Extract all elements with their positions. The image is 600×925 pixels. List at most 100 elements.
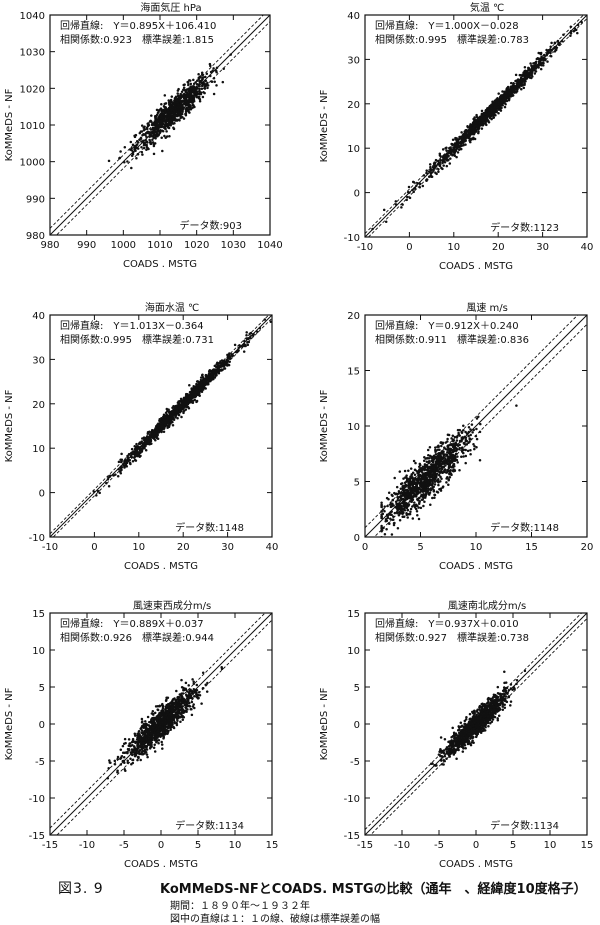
data-point xyxy=(383,510,386,513)
data-point xyxy=(196,684,199,687)
data-point xyxy=(210,370,213,373)
data-point xyxy=(120,461,123,464)
y-tick-label: 10 xyxy=(347,144,360,155)
data-point xyxy=(191,101,194,104)
data-point xyxy=(180,416,183,419)
data-point xyxy=(205,374,208,377)
data-point xyxy=(434,446,437,449)
x-tick-label: 0 xyxy=(158,840,164,851)
data-point xyxy=(157,134,160,137)
data-point xyxy=(168,114,171,117)
data-point xyxy=(164,94,167,97)
x-tick-label: 1010 xyxy=(147,240,172,251)
data-point xyxy=(406,480,409,483)
data-point xyxy=(502,98,505,101)
data-point xyxy=(520,88,523,91)
data-point xyxy=(413,187,416,190)
data-point xyxy=(256,331,259,334)
data-point xyxy=(418,474,421,477)
data-point xyxy=(387,498,390,501)
data-point xyxy=(473,448,476,451)
data-point xyxy=(196,91,199,94)
data-point xyxy=(172,117,175,120)
data-point xyxy=(444,460,447,463)
data-point xyxy=(187,96,190,99)
data-point xyxy=(452,466,455,469)
data-point xyxy=(202,91,205,94)
data-point xyxy=(424,480,427,483)
data-point xyxy=(188,384,191,387)
data-point xyxy=(167,120,170,123)
data-point xyxy=(160,103,163,106)
data-point xyxy=(381,529,384,532)
data-point xyxy=(397,497,400,500)
data-point xyxy=(119,470,122,473)
data-point xyxy=(187,109,190,112)
data-point xyxy=(496,97,499,100)
data-point xyxy=(434,483,437,486)
x-tick-label: 20 xyxy=(177,542,190,553)
data-point xyxy=(249,332,252,335)
data-point xyxy=(455,137,458,140)
chart-title: 気温 ℃ xyxy=(470,1,504,14)
data-point xyxy=(182,88,185,91)
y-tick-label: 10 xyxy=(32,444,45,455)
data-point xyxy=(143,147,146,150)
data-point xyxy=(168,111,171,114)
data-point xyxy=(471,423,474,426)
data-point xyxy=(471,431,474,434)
data-point xyxy=(249,335,252,338)
data-point xyxy=(206,72,209,75)
data-point xyxy=(418,518,421,521)
scatter-points xyxy=(108,53,232,169)
data-point xyxy=(173,418,176,421)
data-point xyxy=(224,362,227,365)
data-point xyxy=(431,460,434,463)
data-point xyxy=(463,442,466,445)
data-point xyxy=(437,466,440,469)
y-axis-label: KoMMeDS - NF xyxy=(4,687,15,760)
data-point xyxy=(410,467,413,470)
data-point xyxy=(191,678,194,681)
data-point xyxy=(456,439,459,442)
data-point xyxy=(229,53,232,56)
data-point xyxy=(439,456,442,459)
data-point xyxy=(153,145,156,148)
data-point xyxy=(501,104,504,107)
data-point xyxy=(200,82,203,85)
data-point xyxy=(461,446,464,449)
data-point xyxy=(499,96,502,99)
x-tick-label: 0 xyxy=(91,542,97,553)
data-point xyxy=(163,430,166,433)
data-point xyxy=(243,340,246,343)
data-point xyxy=(150,134,153,137)
data-point xyxy=(142,442,145,445)
data-point xyxy=(181,95,184,98)
data-point xyxy=(457,444,460,447)
data-point xyxy=(472,127,475,129)
data-point xyxy=(144,445,147,448)
data-point xyxy=(211,80,214,83)
data-point xyxy=(429,166,432,169)
data-point xyxy=(467,450,470,453)
data-point xyxy=(469,438,472,441)
data-point xyxy=(460,455,463,458)
data-point xyxy=(423,459,426,462)
y-tick-label: 1040 xyxy=(20,11,45,22)
data-point xyxy=(467,441,470,444)
data-point xyxy=(475,435,478,438)
data-point xyxy=(200,93,203,96)
data-point xyxy=(442,159,445,162)
data-point xyxy=(193,82,196,85)
data-point xyxy=(395,203,398,206)
data-point xyxy=(463,436,466,439)
data-point xyxy=(448,444,451,447)
data-point xyxy=(391,502,394,505)
y-tick-label: 980 xyxy=(26,231,45,242)
data-point xyxy=(445,149,448,152)
data-point xyxy=(437,160,440,163)
data-point xyxy=(500,107,503,110)
data-point xyxy=(387,516,390,519)
data-point xyxy=(196,386,199,389)
data-point xyxy=(411,486,414,489)
